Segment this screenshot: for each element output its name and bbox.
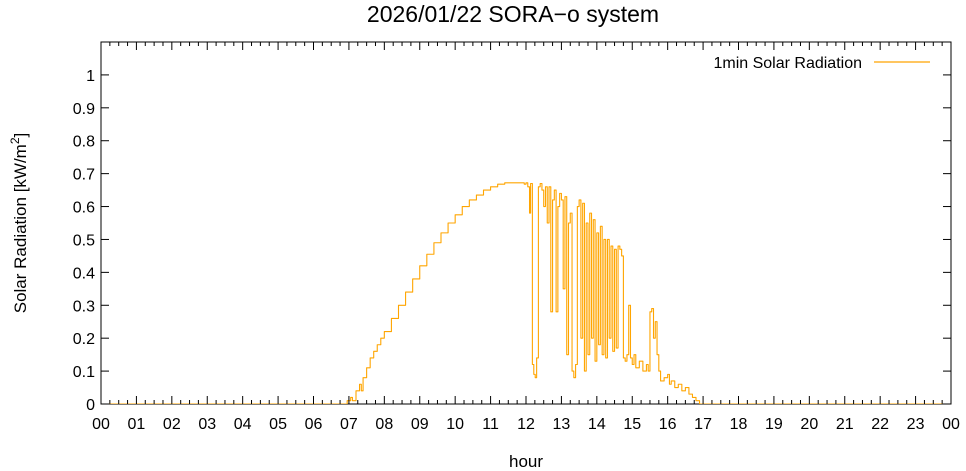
y-axis-label-sup: 2 xyxy=(8,137,22,144)
y-tick-label: 0.3 xyxy=(73,298,95,315)
series-line xyxy=(101,182,951,404)
ticks-layer: 00 01 02 03 04 05 06 07 08 09 10 11 12 13 14 15 16 17 18 19… xyxy=(73,42,960,433)
x-tick-label: 18 xyxy=(730,416,748,433)
x-tick-label: 05 xyxy=(269,416,287,433)
x-tick-label: 13 xyxy=(553,416,571,433)
x-tick-label: 15 xyxy=(623,416,641,433)
x-tick-label: 11 xyxy=(482,416,499,433)
x-tick-label: 09 xyxy=(411,416,429,433)
y-tick-label: 0.5 xyxy=(73,232,95,249)
x-tick-label: 21 xyxy=(836,416,854,433)
series-layer xyxy=(101,182,951,404)
legend-label: 1min Solar Radiation xyxy=(713,55,862,72)
x-tick-label: 19 xyxy=(765,416,783,433)
x-tick-label: 00 xyxy=(942,416,960,433)
y-tick-label: 0 xyxy=(86,397,95,414)
x-tick-label: 00 xyxy=(92,416,110,433)
x-tick-label: 02 xyxy=(163,416,181,433)
x-tick-label: 17 xyxy=(694,416,712,433)
x-tick-label: 12 xyxy=(517,416,535,433)
y-tick-label: 0.7 xyxy=(73,167,95,184)
x-axis-label: hour xyxy=(509,452,543,471)
y-tick-label: 0.2 xyxy=(73,331,95,348)
plot-frame xyxy=(100,41,952,405)
y-tick-label: 0.1 xyxy=(73,364,95,381)
y-tick-label: 1 xyxy=(86,68,95,85)
x-tick-label: 23 xyxy=(907,416,925,433)
x-tick-label: 08 xyxy=(375,416,393,433)
chart-title: 2026/01/22 SORA−o system xyxy=(367,1,659,27)
y-axis-label-close: ] xyxy=(11,133,30,138)
x-tick-label: 03 xyxy=(198,416,216,433)
x-tick-label: 16 xyxy=(659,416,677,433)
y-tick-label: 0.4 xyxy=(73,265,95,282)
y-tick-label: 0.9 xyxy=(73,101,95,118)
x-tick-label: 07 xyxy=(340,416,358,433)
y-axis-label: Solar Radiation [kW/m2] xyxy=(8,133,30,314)
x-tick-label: 10 xyxy=(446,416,464,433)
x-tick-label: 04 xyxy=(234,416,252,433)
legend: 1min Solar Radiation xyxy=(713,55,930,72)
x-tick-label: 01 xyxy=(128,416,146,433)
x-tick-label: 20 xyxy=(800,416,818,433)
y-tick-label: 0.6 xyxy=(73,200,95,217)
y-tick-label: 0.8 xyxy=(73,134,95,151)
plot-area xyxy=(100,41,952,405)
y-axis-label-main: Solar Radiation [kW/m xyxy=(11,144,30,313)
x-tick-label: 14 xyxy=(588,416,606,433)
x-tick-label: 22 xyxy=(871,416,889,433)
x-tick-label: 06 xyxy=(305,416,323,433)
